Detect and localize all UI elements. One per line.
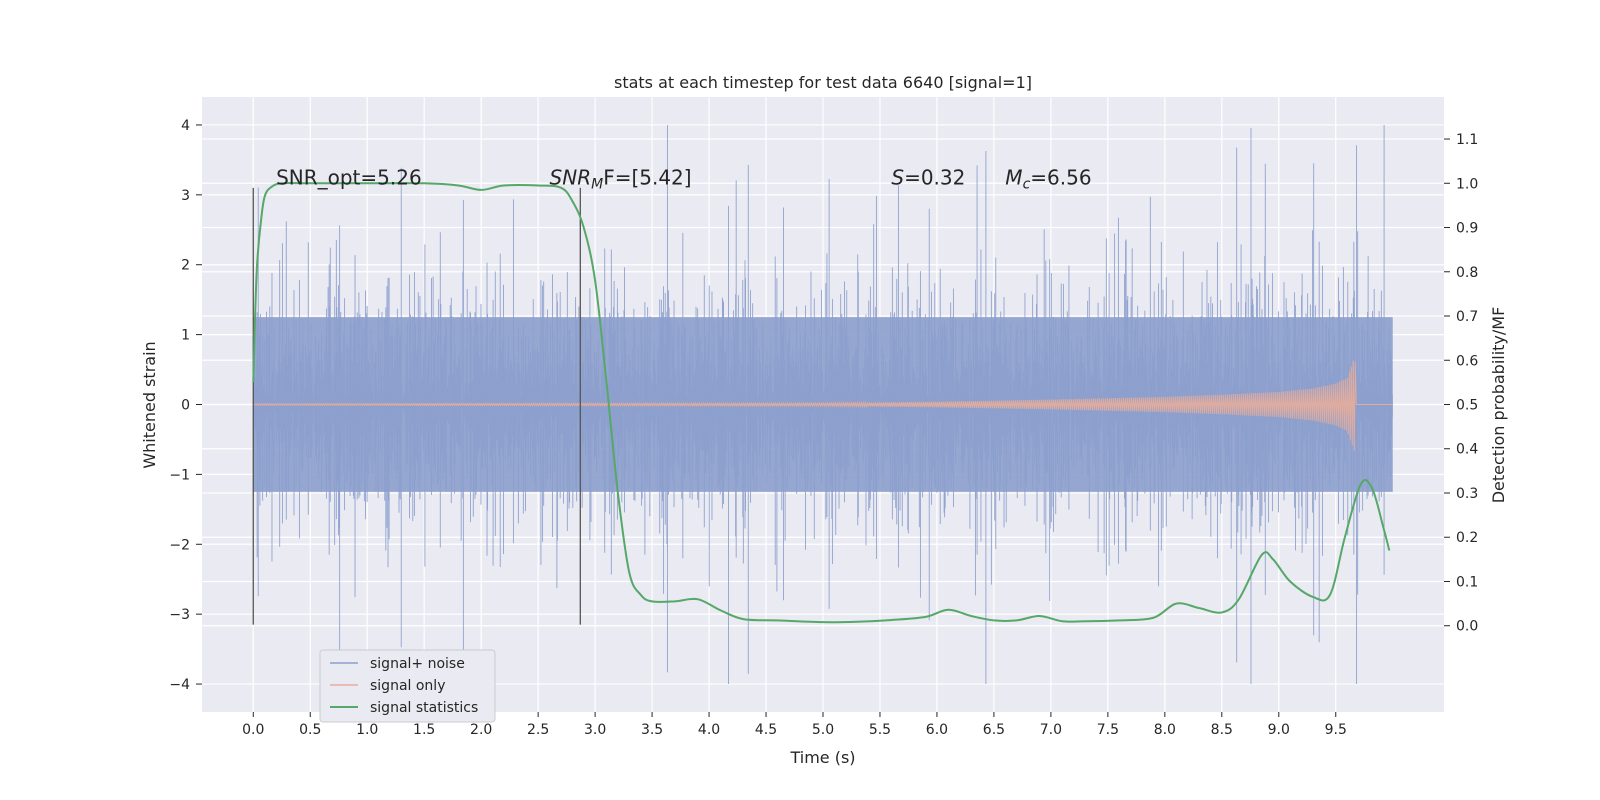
x-tick-label: 7.5 (1097, 722, 1119, 738)
x-axis-label: Time (s) (789, 748, 855, 767)
x-tick-label: 9.0 (1268, 722, 1290, 738)
data-layer (252, 124, 1393, 685)
annotation-text: S=0.32 (891, 165, 965, 189)
y-right-tick-label: 0.9 (1456, 221, 1478, 237)
axes-ticks: 0.0 0.5 1.0 1.5 2.0 2.5 3.0 3.5 4.0 4.5 5.0 5.5 6.0 6… (169, 118, 1478, 738)
x-tick-label: 8.5 (1211, 722, 1233, 738)
x-tick-label: 4.5 (755, 722, 777, 738)
y-axis-left-label: Whitened strain (140, 341, 159, 468)
legend-label-signal-only: signal only (370, 678, 445, 694)
x-tick-label: 8.0 (1154, 722, 1176, 738)
x-tick-label: 2.0 (470, 722, 492, 738)
y-left-tick-label: −1 (169, 467, 190, 483)
y-right-tick-label: 0.6 (1456, 353, 1478, 369)
y-left-tick-label: 1 (181, 328, 190, 344)
signal-statistics-line (252, 181, 1391, 624)
legend-box (319, 649, 496, 723)
y-left-tick-label: 3 (181, 188, 190, 204)
y-axis-right-label: Detection probability/MF (1489, 307, 1508, 504)
x-tick-label: 5.0 (812, 722, 834, 738)
y-left-tick-label: 0 (181, 398, 190, 414)
x-tick-label: 2.5 (527, 722, 549, 738)
y-right-tick-label: 0.4 (1456, 442, 1478, 458)
legend: signal+ noise signal only signal statist… (319, 649, 496, 723)
x-tick-label: 6.0 (926, 722, 948, 738)
x-tick-label: 3.0 (584, 722, 606, 738)
x-tick-label: 7.0 (1040, 722, 1062, 738)
y-right-tick-label: 1.1 (1456, 132, 1478, 148)
y-right-tick-label: 0.3 (1456, 486, 1478, 502)
y-right-tick-label: 1.0 (1456, 176, 1478, 192)
series-signal-statistics (252, 181, 1391, 624)
x-tick-label: 5.5 (869, 722, 891, 738)
y-left-tick-label: 2 (181, 258, 190, 274)
annotations: SNR_opt=5.26 SNRMF=[5.42] S=0.32 Mc=6.56 (276, 165, 1092, 192)
x-tick-label: 0.5 (299, 722, 321, 738)
y-left-tick-label: −3 (169, 607, 190, 623)
signal-only-trace (252, 360, 1393, 452)
x-tick-label: 1.5 (413, 722, 435, 738)
x-tick-label: 0.0 (242, 722, 264, 738)
y-right-tick-label: 0.0 (1456, 619, 1478, 635)
series-signal-only (252, 360, 1393, 452)
annotation-text: SNR_opt=5.26 (276, 165, 422, 189)
y-right-tick-label: 0.7 (1456, 309, 1478, 325)
vertical-markers (252, 187, 581, 625)
y-right-tick-label: 0.8 (1456, 265, 1478, 281)
x-tick-label: 3.5 (641, 722, 663, 738)
annotation-text: SNRMF=[5.42] (550, 165, 692, 192)
chart-title: stats at each timestep for test data 664… (614, 73, 1032, 92)
x-tick-label: 6.5 (983, 722, 1005, 738)
y-right-tick-label: 0.1 (1456, 574, 1478, 590)
annotation-text: Mc=6.56 (1005, 165, 1091, 192)
x-tick-label: 9.5 (1325, 722, 1347, 738)
y-right-tick-label: 0.2 (1456, 530, 1478, 546)
y-left-tick-label: 4 (181, 118, 190, 134)
legend-label-signal-noise: signal+ noise (370, 656, 465, 672)
y-left-tick-label: −4 (169, 677, 190, 693)
x-tick-label: 1.0 (356, 722, 378, 738)
x-tick-label: 4.0 (698, 722, 720, 738)
y-right-tick-label: 0.5 (1456, 398, 1478, 414)
legend-label-signal-statistics: signal statistics (370, 700, 478, 716)
y-left-tick-label: −2 (169, 537, 190, 553)
